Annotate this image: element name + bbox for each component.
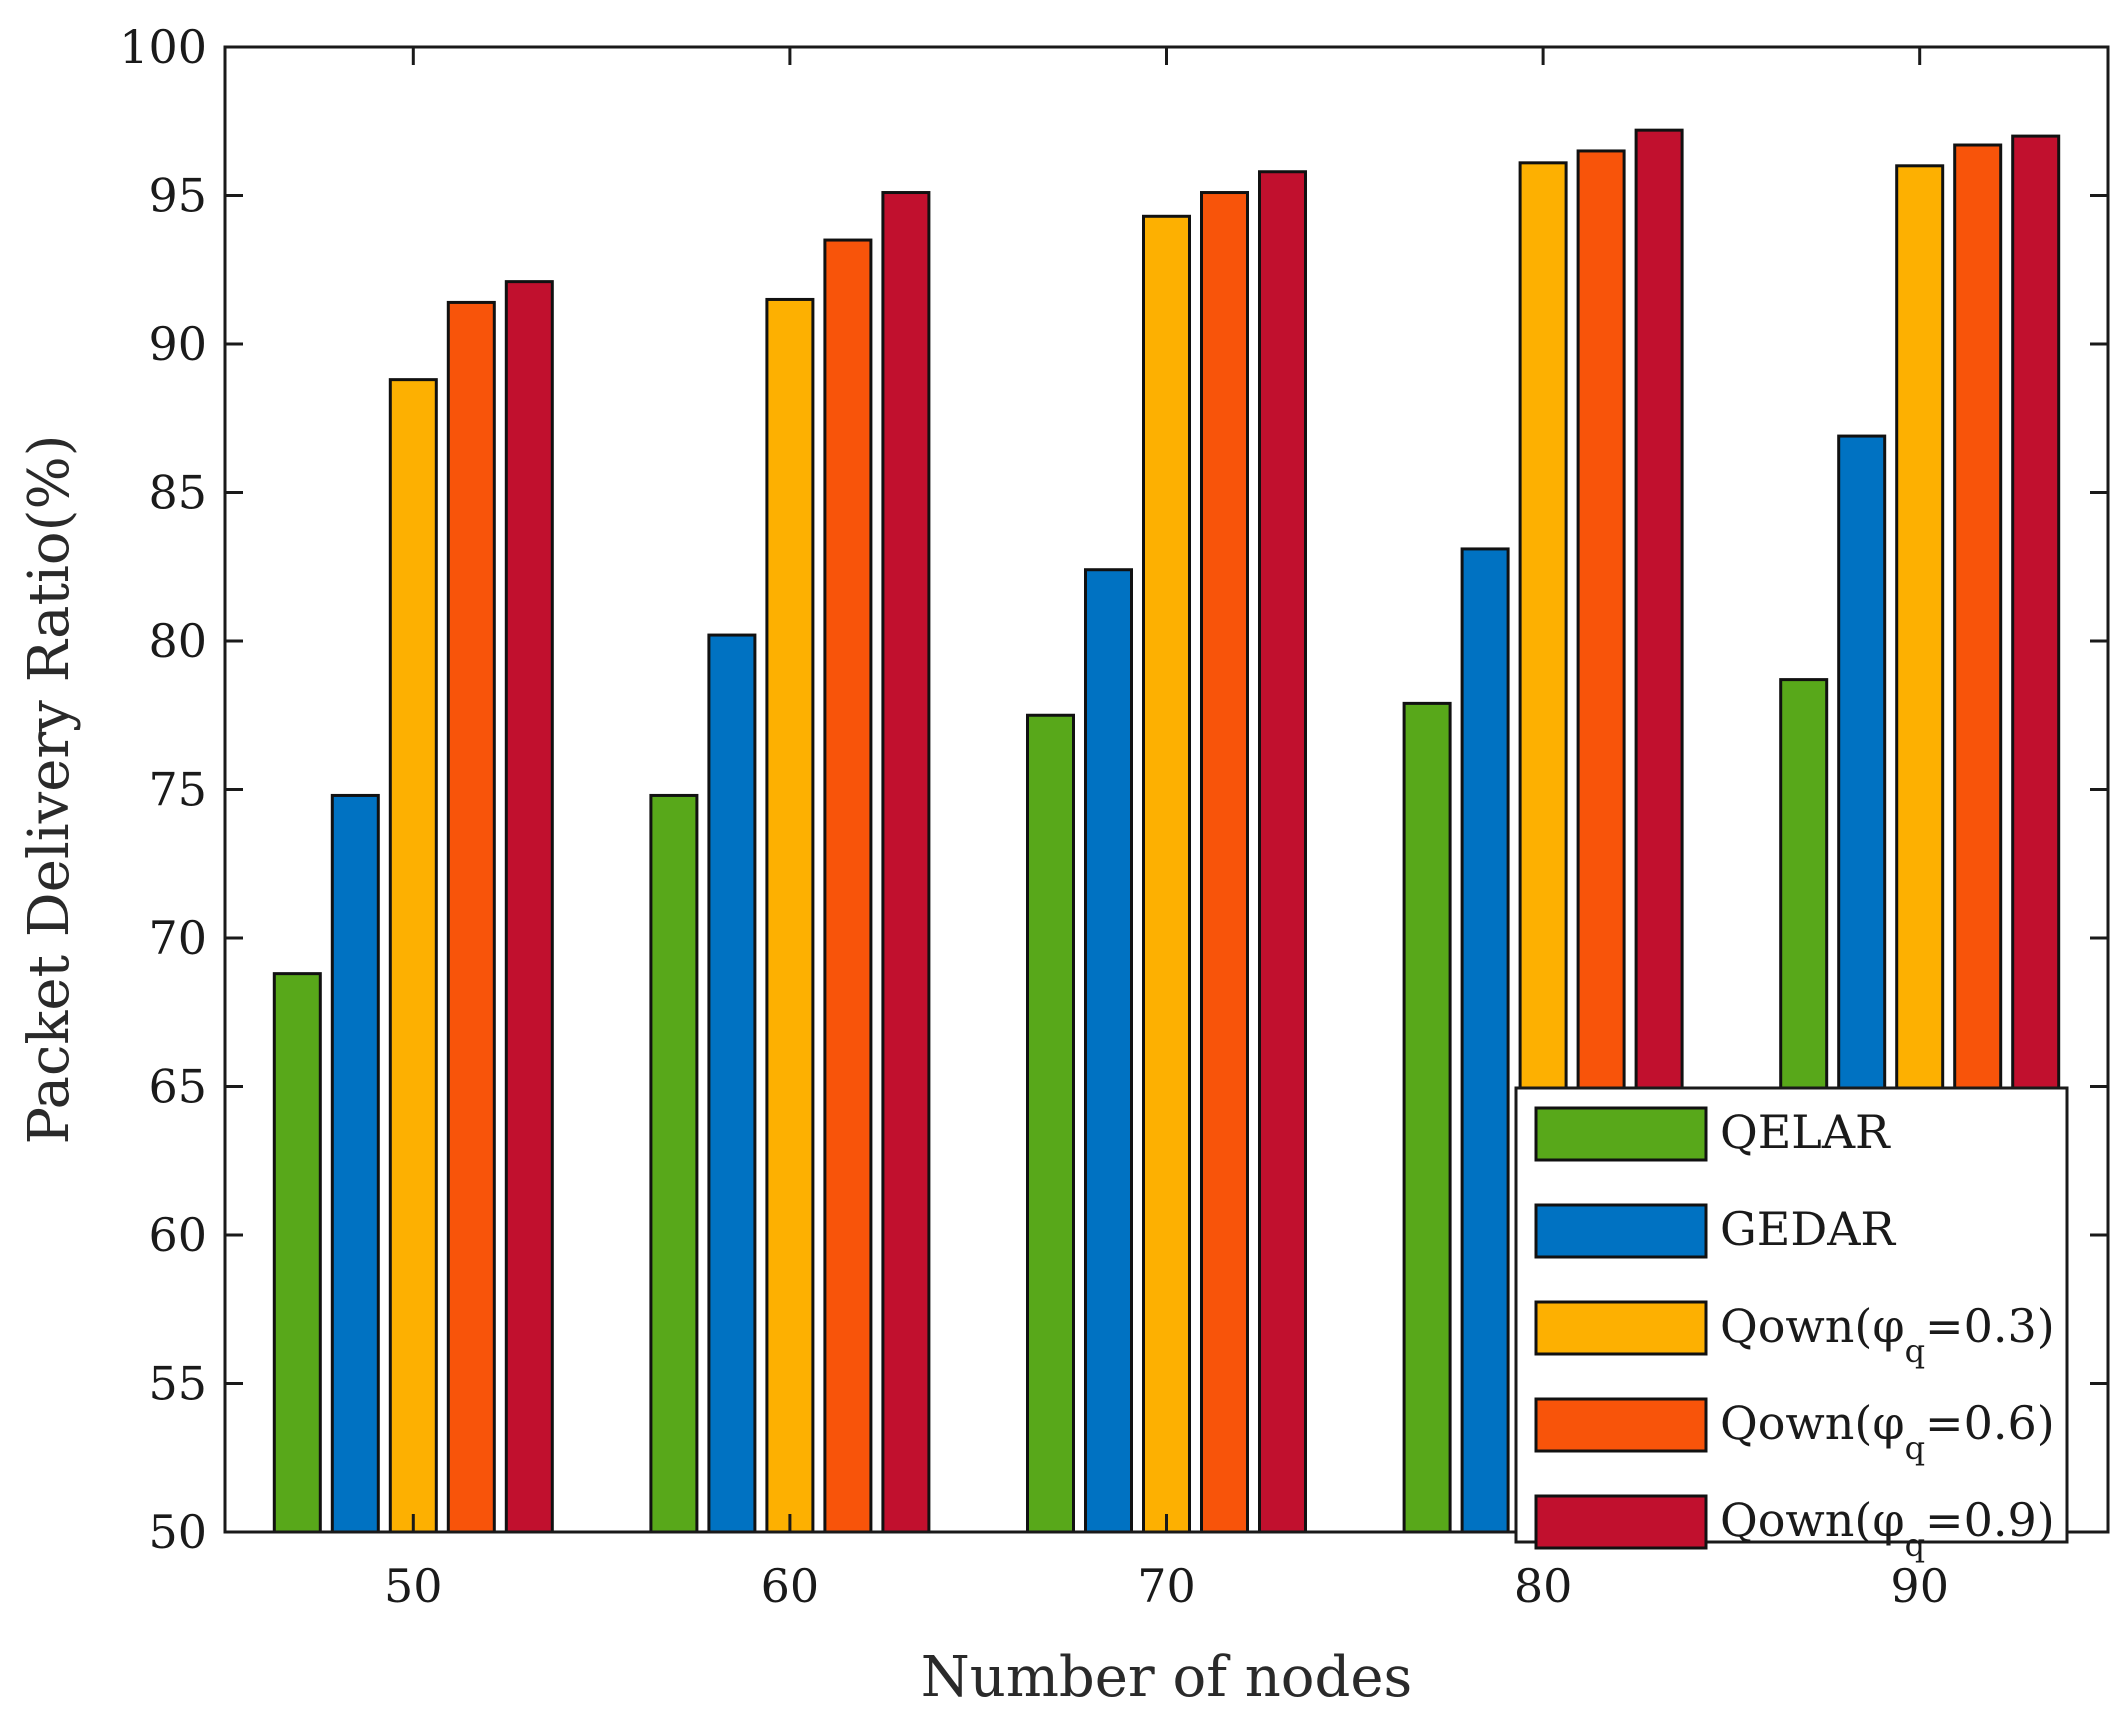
legend-label: GEDAR: [1720, 1202, 1896, 1256]
x-tick-label: 70: [1137, 1559, 1196, 1613]
x-tick-label: 50: [384, 1559, 443, 1613]
legend-label: Qown(φq=0.6): [1720, 1396, 2055, 1467]
y-tick-label: 65: [148, 1060, 207, 1114]
bar-qelar-80: [1402, 701, 1452, 1534]
bar-qelar-60: [649, 793, 699, 1534]
legend-swatch-gedar: [1534, 1203, 1708, 1259]
bar-qown-q-0-9--70: [1258, 170, 1307, 1534]
legend-swatch-qelar: [1534, 1106, 1708, 1162]
x-tick-label: 90: [1890, 1559, 1949, 1613]
bar-qelar-50: [272, 972, 322, 1534]
y-axis-title: Packet Delivery Ratio(%): [17, 434, 82, 1144]
y-tick-label: 75: [148, 763, 207, 817]
y-tick-label: 85: [148, 466, 207, 520]
legend: QELAR GEDAR Qown(φq=0.3) Qown(φq=0.6) Qown(φ…: [1514, 1086, 2069, 1564]
bar-gedar-60: [707, 633, 757, 1534]
bar-qown-q-0-3--70: [1142, 214, 1191, 1534]
y-tick-label: 60: [148, 1208, 207, 1262]
bar-qown-q-0-6--60: [823, 238, 873, 1534]
bar-qown-q-0-9--50: [504, 280, 554, 1534]
x-axis: 50 60 70 80 90: [384, 47, 1949, 1613]
x-axis-title: Number of nodes: [921, 1645, 1412, 1710]
bar-qown-q-0-6--50: [446, 300, 496, 1534]
legend-swatch-qown-q-0-3-: [1534, 1300, 1708, 1356]
bar-gedar-50: [330, 793, 380, 1534]
y-tick-label: 50: [148, 1505, 207, 1559]
legend-swatch-qown-q-0-6-: [1534, 1397, 1708, 1453]
bar-qown-q-0-3--50: [388, 378, 438, 1534]
bar-qown-q-0-9--60: [881, 191, 931, 1534]
legend-label: QELAR: [1720, 1105, 1891, 1159]
y-tick-label: 80: [148, 614, 207, 668]
bar-gedar-80: [1460, 547, 1510, 1534]
bar-qown-q-0-6--70: [1200, 191, 1249, 1534]
legend-label: Qown(φq=0.9): [1720, 1493, 2055, 1564]
y-axis: 50 55 60 65 70 75 80 85 90 95 100: [119, 20, 2108, 1559]
legend-label: Qown(φq=0.3): [1720, 1299, 2055, 1370]
legend-swatch-qown-q-0-9-: [1534, 1494, 1708, 1550]
y-tick-label: 100: [119, 20, 207, 74]
y-tick-label: 90: [148, 317, 207, 371]
y-tick-label: 95: [148, 169, 207, 223]
y-tick-label: 55: [148, 1357, 207, 1411]
bar-qelar-70: [1026, 713, 1075, 1534]
y-tick-label: 70: [148, 911, 207, 965]
bar-gedar-70: [1084, 568, 1133, 1534]
x-tick-label: 80: [1514, 1559, 1573, 1613]
bar-qown-q-0-3--60: [765, 297, 815, 1534]
x-tick-label: 60: [761, 1559, 820, 1613]
